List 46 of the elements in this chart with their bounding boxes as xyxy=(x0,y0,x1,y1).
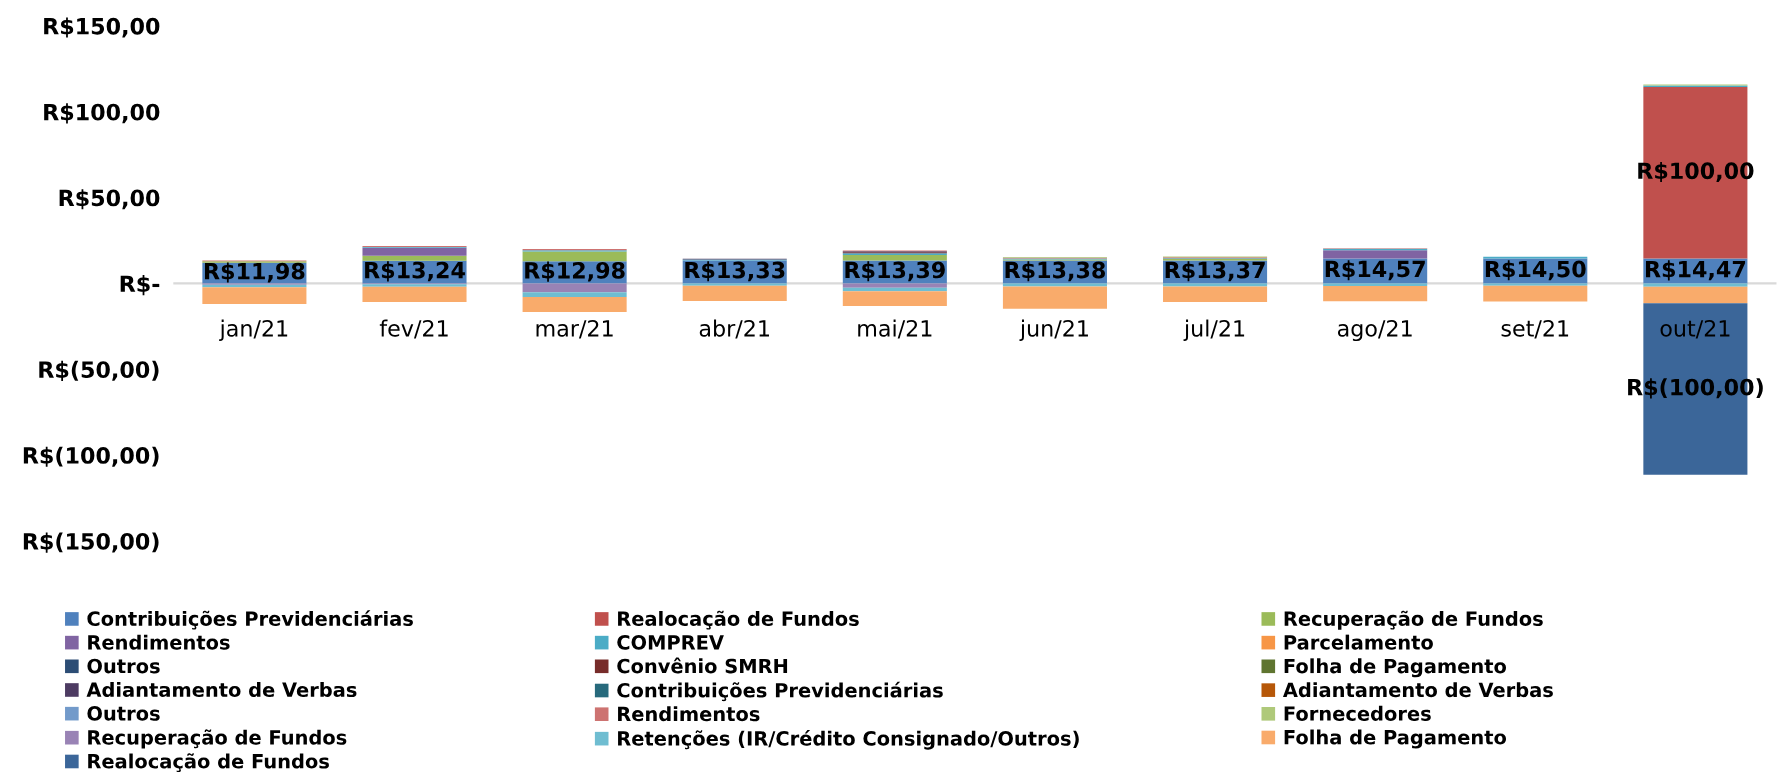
y-tick-label: R$150,00 xyxy=(44,17,160,38)
data-label: R$13,33 xyxy=(685,261,785,282)
y-tick-label: R$(150,00) xyxy=(23,532,159,553)
x-tick-label: out/21 xyxy=(1660,319,1730,339)
legend-label: Parcelamento xyxy=(1284,634,1433,650)
x-tick-label: jan/21 xyxy=(219,319,288,342)
legend-label: Contribuições Previdenciárias xyxy=(87,610,413,630)
x-tick-label: jul/21 xyxy=(1183,319,1245,342)
data-label: R$13,39 xyxy=(845,261,945,282)
x-tick-label: mai/21 xyxy=(858,319,932,339)
y-tick-label: R$50,00 xyxy=(59,189,160,210)
legend-label: Rendimentos xyxy=(618,706,760,722)
y-tick-label: R$- xyxy=(120,274,160,296)
data-label: R$13,24 xyxy=(365,261,465,282)
x-tick-label: fev/21 xyxy=(379,319,448,339)
legend-label: Adiantamento de Verbas xyxy=(1282,682,1553,698)
legend-label: Rendimentos xyxy=(88,634,230,650)
legend-label: Fornecedores xyxy=(1284,705,1431,721)
legend-label: Outros xyxy=(87,658,160,674)
data-label: R$13,38 xyxy=(1005,261,1105,282)
x-tick-label: set/21 xyxy=(1501,319,1569,339)
data-label: R$14,57 xyxy=(1325,260,1425,281)
legend-label: Realocação de Fundos xyxy=(618,610,859,630)
legend-label: Convênio SMRH xyxy=(617,657,788,674)
legend-label: COMPREV xyxy=(617,635,724,650)
legend-label: Folha de Pagamento xyxy=(1284,729,1507,749)
x-tick-label: ago/21 xyxy=(1337,319,1412,342)
legend-label: Adiantamento de Verbas xyxy=(86,682,357,698)
legend-label: Retenções (IR/Crédito Consignado/Outros) xyxy=(618,729,1079,750)
data-label: R$14,50 xyxy=(1485,260,1586,281)
data-label: R$11,98 xyxy=(205,262,305,283)
legend-label: Recuperação de Fundos xyxy=(88,729,347,749)
legend-label: Folha de Pagamento xyxy=(1284,658,1507,678)
legend-label: Realocação de Fundos xyxy=(88,753,329,773)
legend-label: Contribuições Previdenciárias xyxy=(617,681,943,702)
y-tick-label: R$(50,00) xyxy=(39,360,159,381)
data-label: R$14,47 xyxy=(1646,260,1746,281)
legend-label: Outros xyxy=(87,706,160,721)
legend-label: Recuperação de Fundos xyxy=(1284,610,1543,630)
y-tick-label: R$(100,00) xyxy=(23,446,159,467)
data-label: R$13,37 xyxy=(1165,261,1265,282)
x-tick-label: jun/21 xyxy=(1019,319,1088,342)
x-tick-label: mar/21 xyxy=(536,319,613,339)
data-label: R$12,98 xyxy=(525,261,625,282)
x-tick-label: abr/21 xyxy=(699,319,769,339)
y-tick-label: R$100,00 xyxy=(44,103,160,124)
